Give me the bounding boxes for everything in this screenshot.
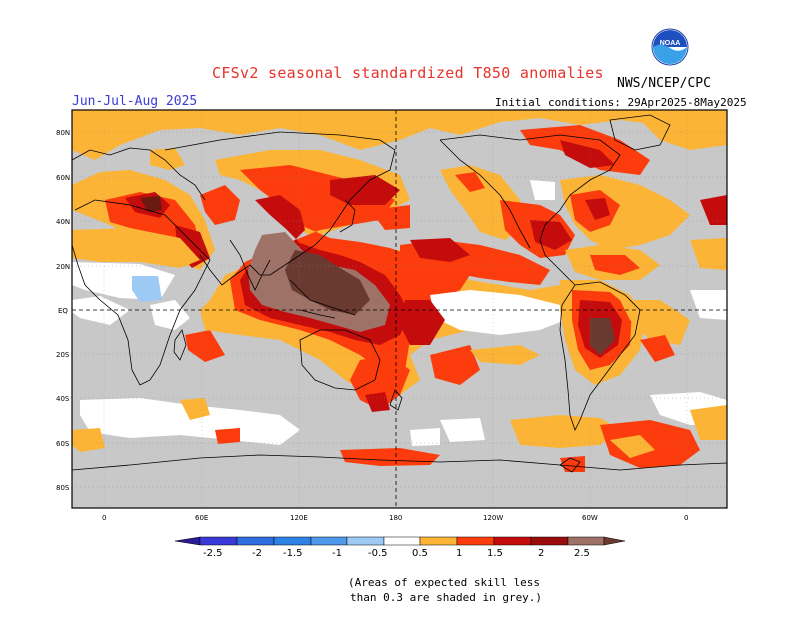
lon-label: 0: [684, 514, 688, 522]
colorbar-swatch: [493, 536, 532, 546]
colorbar-swatch: [419, 536, 458, 546]
agency-label: NWS/NCEP/CPC: [617, 76, 711, 91]
lat-label: 60S: [56, 440, 70, 448]
lat-label: 80S: [56, 484, 70, 492]
lon-label: 180: [389, 514, 402, 522]
lat-label: 40S: [56, 395, 70, 403]
latitude-labels: 80N 60N 40N 20N EQ 20S 40S 60S 80S: [56, 129, 70, 492]
colorbar-tick-label: 1: [456, 548, 462, 559]
map-frame: [71, 109, 728, 509]
colorbar-tick-label: 1.5: [487, 548, 503, 559]
colorbar-swatch: [310, 536, 348, 546]
lon-label: 120W: [483, 514, 503, 522]
colorbar-low-arrow: [174, 536, 201, 546]
anomaly-field: [72, 110, 727, 472]
colorbar-tick-label: -0.5: [368, 548, 388, 559]
colorbar-swatch: [273, 536, 312, 546]
lon-label: 60E: [195, 514, 208, 522]
lon-label: 60W: [582, 514, 598, 522]
longitude-labels: 0 60E 120E 180 120W 60W 0: [102, 514, 688, 522]
chart-title: CFSv2 seasonal standardized T850 anomali…: [212, 64, 604, 82]
skill-note-line-2: than 0.3 are shaded in grey.): [350, 591, 543, 604]
colorbar-tick-label: -2.5: [203, 548, 223, 559]
svg-text:NOAA: NOAA: [660, 40, 681, 47]
colorbar-tick-label: 2: [538, 548, 544, 559]
lat-label: 20S: [56, 351, 70, 359]
lat-label: EQ: [58, 307, 68, 315]
colorbar-swatch: [530, 536, 569, 546]
colorbar-swatch: [199, 536, 238, 546]
colorbar-swatch: [346, 536, 385, 546]
coastlines: [72, 114, 727, 473]
lat-label: 60N: [56, 174, 70, 182]
colorbar-swatch: [383, 536, 421, 546]
colorbar: -2.5 -2 -1.5 -1 -0.5 0.5 1 1.5 2 2.5: [174, 536, 626, 559]
noaa-logo-icon: NOAA: [651, 28, 689, 66]
colorbar-tick-label: -2: [252, 548, 262, 559]
colorbar-tick-label: -1.5: [283, 548, 303, 559]
season-label: Jun-Jul-Aug 2025: [72, 94, 198, 109]
skill-note-line-1: (Areas of expected skill less: [348, 576, 541, 589]
colorbar-swatch: [567, 536, 605, 546]
initial-conditions-label: Initial conditions: 29Apr2025-8May2025: [495, 96, 747, 109]
lon-label: 120E: [290, 514, 308, 522]
lon-label: 0: [102, 514, 106, 522]
colorbar-swatch: [456, 536, 495, 546]
lat-label: 40N: [56, 218, 70, 226]
lat-label: 80N: [56, 129, 70, 137]
colorbar-swatch: [236, 536, 275, 546]
colorbar-tick-label: -1: [332, 548, 342, 559]
colorbar-tick-label: 0.5: [412, 548, 428, 559]
lat-label: 20N: [56, 263, 70, 271]
colorbar-tick-label: 2.5: [574, 548, 590, 559]
colorbar-high-arrow: [603, 536, 626, 546]
